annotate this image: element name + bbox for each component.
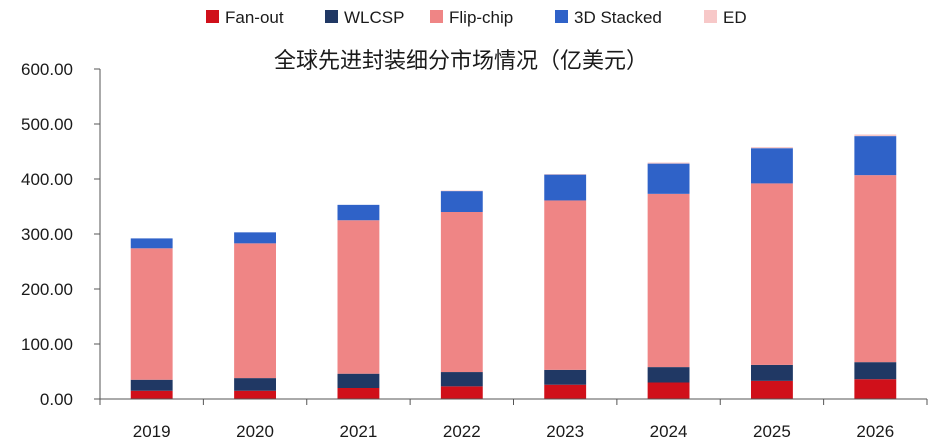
bar-2025-series-2 [751,183,793,365]
bars [130,134,897,399]
legend-label-1: WLCSP [344,8,404,27]
bar-2020-series-0 [234,390,276,399]
legend-swatch-0 [206,10,219,23]
bar-2021-series-0 [337,388,380,399]
bar-2019-series-3 [130,238,173,249]
bar-2024-series-0 [647,382,690,399]
bar-2022-series-4 [440,190,483,192]
x-tick-label-4: 2023 [546,422,584,441]
bar-2024-series-1 [647,367,690,383]
x-tick-label-5: 2024 [650,422,688,441]
legend-swatch-2 [430,10,443,23]
y-tick-label-5: 500.00 [21,115,73,134]
bar-2026-series-0 [854,379,897,399]
chart-title: 全球先进封装细分市场情况（亿美元） [274,49,648,74]
bar-2023-series-1 [544,369,587,385]
bar-2022-series-2 [440,212,483,373]
legend: Fan-out WLCSP Flip-chip 3D Stacked ED [206,8,747,27]
legend-label-3: 3D Stacked [574,8,662,27]
x-tick-label-3: 2022 [443,422,481,441]
y-tick-label-3: 300.00 [21,225,73,244]
x-tick-label-0: 2019 [133,422,171,441]
x-tick-label-1: 2020 [236,422,274,441]
bar-2022-series-0 [440,386,483,399]
bar-2023-series-2 [544,200,587,370]
legend-label-2: Flip-chip [449,8,513,27]
legend-label-0: Fan-out [225,8,284,27]
bar-2019-series-2 [130,248,173,380]
y-tick-label-1: 100.00 [21,335,73,354]
y-tick-label-6: 600.00 [21,60,73,79]
bar-2019-series-0 [130,390,173,399]
bar-2024-series-2 [647,193,690,368]
x-tick-label-6: 2025 [753,422,791,441]
bar-2026-series-1 [854,362,897,380]
bar-2019-series-1 [130,379,173,391]
bar-2026-series-3 [854,136,897,176]
bar-2025-series-0 [751,380,793,399]
bar-2023-series-0 [544,384,587,399]
x-tick-label-7: 2026 [856,422,894,441]
bar-2023-series-4 [544,174,587,175]
x-tick-label-2: 2021 [340,422,378,441]
bar-2026-series-2 [854,175,897,363]
bar-2021-series-2 [337,220,380,374]
bar-2021-series-1 [337,373,380,388]
bar-2026-series-4 [854,134,897,137]
y-tick-label-4: 400.00 [21,170,73,189]
y-axis: 0.00 100.00 200.00 300.00 400.00 500.00 600.00 [21,60,101,409]
legend-swatch-1 [325,10,338,23]
bar-2022-series-3 [440,191,483,212]
bar-2025-series-1 [751,364,793,381]
legend-swatch-4 [704,10,717,23]
x-axis: 2019 2020 2021 2022 2023 2024 2025 2026 [99,398,928,441]
bar-2022-series-1 [440,372,483,387]
bar-2024-series-4 [647,162,690,164]
bar-2021-series-3 [337,204,380,221]
legend-label-4: ED [723,8,747,27]
y-tick-label-2: 200.00 [21,280,73,299]
bar-2024-series-3 [647,163,690,194]
bar-2020-series-1 [234,378,276,391]
bar-2020-series-3 [234,232,276,244]
bar-2020-series-2 [234,243,276,379]
bar-2025-series-4 [751,147,793,149]
y-tick-label-0: 0.00 [40,390,73,409]
legend-swatch-3 [555,10,568,23]
bar-2023-series-3 [544,174,587,201]
bar-2025-series-3 [751,148,793,184]
